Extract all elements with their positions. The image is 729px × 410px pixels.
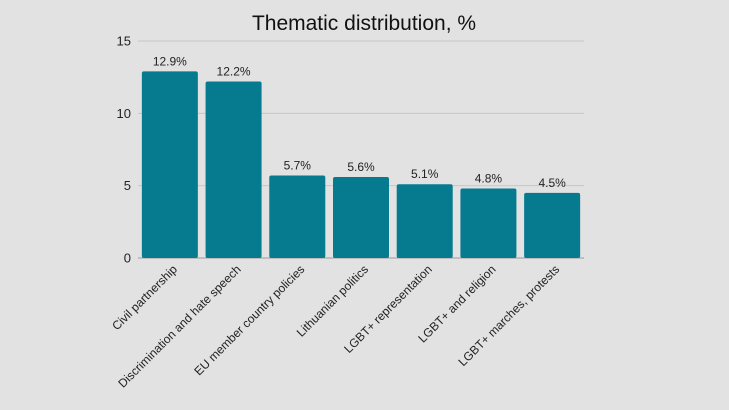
bar-value-label: 5.7% [284,159,312,173]
bar-value-label: 12.9% [153,54,187,68]
value-labels: 12.9% 12.2% 5.7% 5.6% 5.1% 4.8% 4.5% [153,54,566,190]
bar [524,192,581,258]
x-tick-label: Discrimination and hate speech [115,262,243,390]
bar [141,71,198,258]
bars [141,71,581,258]
y-axis-tick-labels: 0 5 10 15 [117,34,131,266]
bar [460,188,517,258]
bar [396,184,453,258]
y-tick-label: 5 [124,178,131,193]
bar-value-label: 4.8% [475,172,503,186]
bar-value-label: 4.5% [538,176,566,190]
bar-value-label: 5.1% [411,167,439,181]
chart-title: Thematic distribution, % [252,12,476,35]
y-tick-label: 10 [117,106,131,121]
bar [269,175,326,258]
y-tick-label: 0 [124,251,131,266]
bar [205,81,262,258]
bar-value-label: 5.6% [347,160,375,174]
x-tick-label: EU member country policies [191,262,307,378]
bar [333,176,389,258]
y-tick-label: 15 [117,34,131,49]
x-tick-label: Civil partnership [109,262,180,333]
bar-value-label: 12.2% [217,65,251,79]
